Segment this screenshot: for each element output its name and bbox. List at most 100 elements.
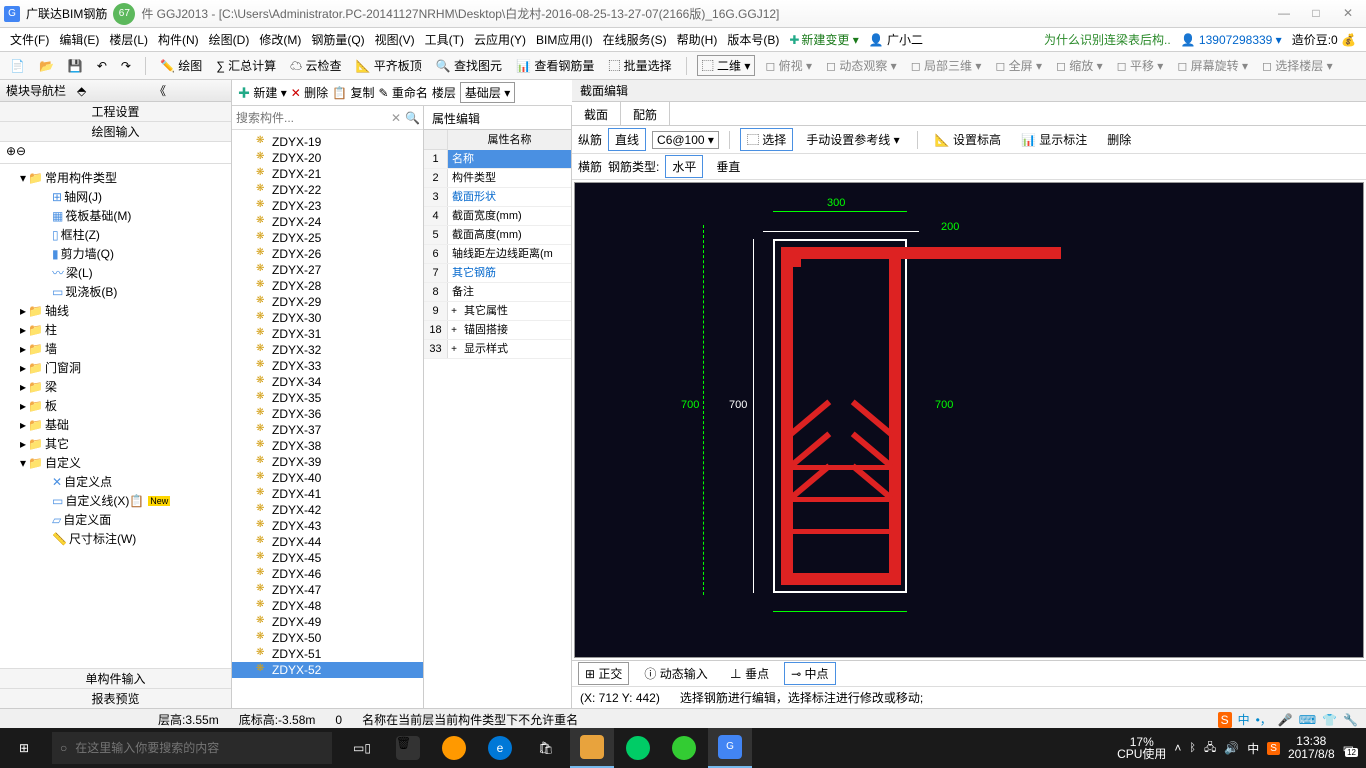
nav-single-input[interactable]: 单构件输入 xyxy=(0,668,231,688)
toolbar-屏幕旋转[interactable]: ◻ 屏幕旋转 ▾ xyxy=(1173,55,1252,76)
menu-item[interactable]: 文件(F) xyxy=(6,29,53,50)
toolbar-平移[interactable]: ◻ 平移 ▾ xyxy=(1113,55,1168,76)
redo-icon[interactable]: ↷ xyxy=(117,57,135,75)
tree-category[interactable]: ▸ 📁 基础 xyxy=(4,415,227,434)
item-row[interactable]: ZDYX-52 xyxy=(232,662,423,678)
toolbar-批量选择[interactable]: ⬚ 批量选择 xyxy=(604,55,675,76)
search-input[interactable] xyxy=(236,111,391,125)
tray-ime-icon[interactable]: 中 xyxy=(1247,740,1259,757)
item-row[interactable]: ZDYX-41 xyxy=(232,486,423,502)
item-row[interactable]: ZDYX-40 xyxy=(232,470,423,486)
toolbar-全屏[interactable]: ◻ 全屏 ▾ xyxy=(991,55,1046,76)
item-row[interactable]: ZDYX-49 xyxy=(232,614,423,630)
tree-custom[interactable]: ▾ 📁 自定义 xyxy=(4,453,227,472)
tree-item[interactable]: ⊞ 轴网(J) xyxy=(4,187,227,206)
menu-item[interactable]: 云应用(Y) xyxy=(470,29,530,50)
ime-mic-icon[interactable]: 🎤 xyxy=(1278,713,1293,727)
property-row[interactable]: 2构件类型 xyxy=(424,169,571,188)
set-elevation-button[interactable]: 📐 设置标高 xyxy=(928,128,1008,151)
start-button[interactable]: ⊞ xyxy=(0,728,48,768)
app-browser1[interactable] xyxy=(432,728,476,768)
nav-pin-icon[interactable]: ⬘ xyxy=(77,80,148,101)
property-row[interactable]: 3截面形状 xyxy=(424,188,571,207)
app-360[interactable] xyxy=(616,728,660,768)
search-icon[interactable]: 🔍 xyxy=(405,111,420,125)
tree-item[interactable]: 〰 梁(L) xyxy=(4,263,227,282)
item-row[interactable]: ZDYX-50 xyxy=(232,630,423,646)
search-clear-icon[interactable]: ✕ xyxy=(391,111,401,125)
horizontal-button[interactable]: 水平 xyxy=(665,155,703,178)
nav-report-preview[interactable]: 报表预览 xyxy=(0,688,231,708)
tree-item[interactable]: ▯ 框柱(Z) xyxy=(4,225,227,244)
item-row[interactable]: ZDYX-39 xyxy=(232,454,423,470)
property-row[interactable]: 8备注 xyxy=(424,283,571,302)
app-edge[interactable]: e xyxy=(478,728,522,768)
taskview-button[interactable]: ▭▯ xyxy=(340,728,384,768)
ime-tool-icon[interactable]: 🔧 xyxy=(1343,713,1358,727)
item-row[interactable]: ZDYX-38 xyxy=(232,438,423,454)
property-row[interactable]: 9+其它属性 xyxy=(424,302,571,321)
rename-button[interactable]: ✎ 重命名 xyxy=(378,84,427,101)
menu-item[interactable]: 版本号(B) xyxy=(723,29,783,50)
toolbar-缩放[interactable]: ◻ 缩放 ▾ xyxy=(1052,55,1107,76)
item-row[interactable]: ZDYX-24 xyxy=(232,214,423,230)
item-row[interactable]: ZDYX-21 xyxy=(232,166,423,182)
item-row[interactable]: ZDYX-22 xyxy=(232,182,423,198)
tree-category[interactable]: ▸ 📁 门窗洞 xyxy=(4,358,227,377)
item-row[interactable]: ZDYX-36 xyxy=(232,406,423,422)
dynamic-input-button[interactable]: ⓘ 动态输入 xyxy=(637,662,714,685)
app-browser2[interactable] xyxy=(662,728,706,768)
app-explorer[interactable] xyxy=(570,728,614,768)
menu-item[interactable]: 绘图(D) xyxy=(205,29,254,50)
editor-delete-button[interactable]: 删除 xyxy=(1100,128,1138,151)
toolbar-选择楼层[interactable]: ◻ 选择楼层 ▾ xyxy=(1258,55,1337,76)
tree-category[interactable]: ▸ 📁 柱 xyxy=(4,320,227,339)
tree-custom-item[interactable]: ✕ 自定义点 xyxy=(4,472,227,491)
sogou-icon[interactable]: S xyxy=(1218,712,1232,728)
item-row[interactable]: ZDYX-19 xyxy=(232,134,423,150)
menu-item[interactable]: 钢筋量(Q) xyxy=(307,29,368,50)
tray-bluetooth-icon[interactable]: ᛒ xyxy=(1189,742,1196,754)
item-row[interactable]: ZDYX-37 xyxy=(232,422,423,438)
close-button[interactable]: ✕ xyxy=(1334,4,1362,24)
menu-item[interactable]: 楼层(L) xyxy=(105,29,152,50)
item-row[interactable]: ZDYX-32 xyxy=(232,342,423,358)
tree-category[interactable]: ▸ 📁 板 xyxy=(4,396,227,415)
tree-custom-item[interactable]: ▭ 自定义线(X)📋New xyxy=(4,491,227,510)
midpoint-button[interactable]: ⊸ 中点 xyxy=(784,662,835,685)
tray-sogou-icon[interactable]: S xyxy=(1267,742,1280,755)
ortho-button[interactable]: ⊞ 正交 xyxy=(578,662,629,685)
menu-item[interactable]: 修改(M) xyxy=(255,29,305,50)
property-row[interactable]: 18+锚固搭接 xyxy=(424,321,571,340)
item-row[interactable]: ZDYX-47 xyxy=(232,582,423,598)
save-icon[interactable]: 💾 xyxy=(64,57,87,75)
item-row[interactable]: ZDYX-48 xyxy=(232,598,423,614)
toolbar-俯视[interactable]: ◻ 俯视 ▾ xyxy=(761,55,816,76)
tab-section[interactable]: 截面 xyxy=(572,102,621,125)
manual-ref-button[interactable]: 手动设置参考线 ▾ xyxy=(799,128,906,151)
app-glodon[interactable]: G xyxy=(708,728,752,768)
toolbar-动态观察[interactable]: ◻ 动态观察 ▾ xyxy=(822,55,901,76)
toolbar-平齐板顶[interactable]: 📐 平齐板顶 xyxy=(352,55,426,76)
property-row[interactable]: 5截面高度(mm) xyxy=(424,226,571,245)
copy-button[interactable]: 📋 复制 xyxy=(332,84,374,101)
minimize-button[interactable]: — xyxy=(1270,4,1298,24)
item-row[interactable]: ZDYX-34 xyxy=(232,374,423,390)
property-row[interactable]: 6轴线距左边线距离(m xyxy=(424,245,571,264)
item-row[interactable]: ZDYX-46 xyxy=(232,566,423,582)
cpu-meter[interactable]: 17%CPU使用 xyxy=(1117,736,1166,760)
toolbar-查看钢筋量[interactable]: 📊 查看钢筋量 xyxy=(512,55,598,76)
nav-section-drawing[interactable]: 绘图输入 xyxy=(0,122,231,142)
section-canvas[interactable]: 300 200 700 700 700 xyxy=(574,182,1364,658)
item-row[interactable]: ZDYX-25 xyxy=(232,230,423,246)
tree-custom-item[interactable]: ▱ 自定义面 xyxy=(4,510,227,529)
tree-item[interactable]: ▭ 现浇板(B) xyxy=(4,282,227,301)
tray-clock[interactable]: 13:382017/8/8 xyxy=(1288,735,1335,761)
tray-notifications-icon[interactable]: ▭12 xyxy=(1343,741,1354,755)
taskbar-search[interactable]: ○ xyxy=(52,732,332,764)
item-row[interactable]: ZDYX-44 xyxy=(232,534,423,550)
menu-item[interactable]: 工具(T) xyxy=(421,29,468,50)
phone-display[interactable]: 👤 13907298339 ▾ xyxy=(1177,31,1286,49)
toolbar-局部三维[interactable]: ◻ 局部三维 ▾ xyxy=(907,55,986,76)
nav-prev-button[interactable]: 《 xyxy=(154,80,225,101)
